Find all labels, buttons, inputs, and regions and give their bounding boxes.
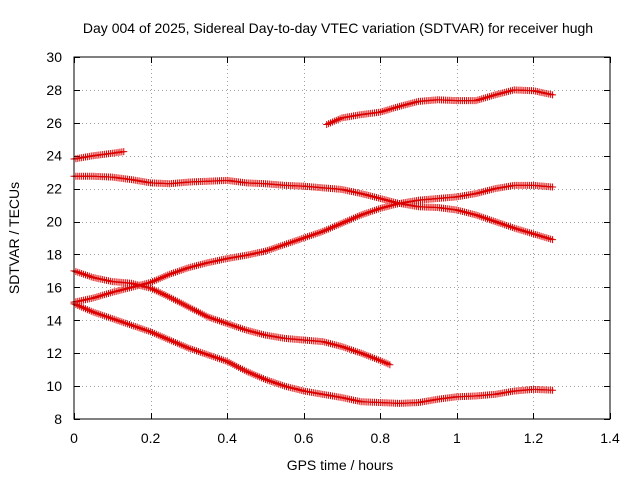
- y-tick-label: 20: [46, 214, 62, 230]
- y-tick-label: 28: [46, 82, 62, 98]
- series-falling-mid: [70, 267, 394, 369]
- y-tick-labels: 8 10 12 14 16 18 20 22 24 26 28 30: [46, 49, 62, 427]
- data-series: [70, 86, 557, 407]
- y-tick-label: 8: [54, 411, 62, 427]
- y-tick-label: 18: [46, 246, 62, 262]
- y-tick-label: 14: [46, 312, 62, 328]
- data-point: [549, 91, 557, 99]
- data-point: [386, 361, 394, 369]
- chart-title: Day 004 of 2025, Sidereal Day-to-day VTE…: [83, 20, 593, 36]
- data-point: [549, 183, 557, 191]
- data-point: [549, 236, 557, 244]
- y-tick-label: 22: [46, 181, 62, 197]
- series-short-top-left: [70, 148, 128, 163]
- x-tick-label: 1.4: [600, 430, 620, 446]
- series-falling-low: [70, 300, 557, 407]
- y-tick-label: 30: [46, 49, 62, 65]
- x-tick-label: 1: [453, 430, 461, 446]
- data-point: [549, 386, 557, 394]
- x-axis-title: GPS time / hours: [287, 457, 394, 473]
- y-tick-label: 16: [46, 279, 62, 295]
- x-tick-label: 0: [70, 430, 78, 446]
- y-tick-label: 24: [46, 148, 62, 164]
- plot-frame: [73, 56, 611, 420]
- data-point: [120, 148, 128, 156]
- series-rising: [70, 181, 557, 306]
- y-tick-label: 12: [46, 345, 62, 361]
- x-tick-label: 0.8: [371, 430, 391, 446]
- y-tick-label: 10: [46, 378, 62, 394]
- x-tick-label: 0.4: [217, 430, 237, 446]
- series-upper-right: [323, 86, 557, 128]
- y-axis-title: SDTVAR / TECUs: [6, 182, 22, 294]
- x-tick-label: 1.2: [524, 430, 544, 446]
- x-tick-label: 0.6: [294, 430, 314, 446]
- y-tick-label: 26: [46, 115, 62, 131]
- x-tick-labels: 0 0.2 0.4 0.6 0.8 1 1.2 1.4: [70, 430, 620, 446]
- x-tick-label: 0.2: [141, 430, 161, 446]
